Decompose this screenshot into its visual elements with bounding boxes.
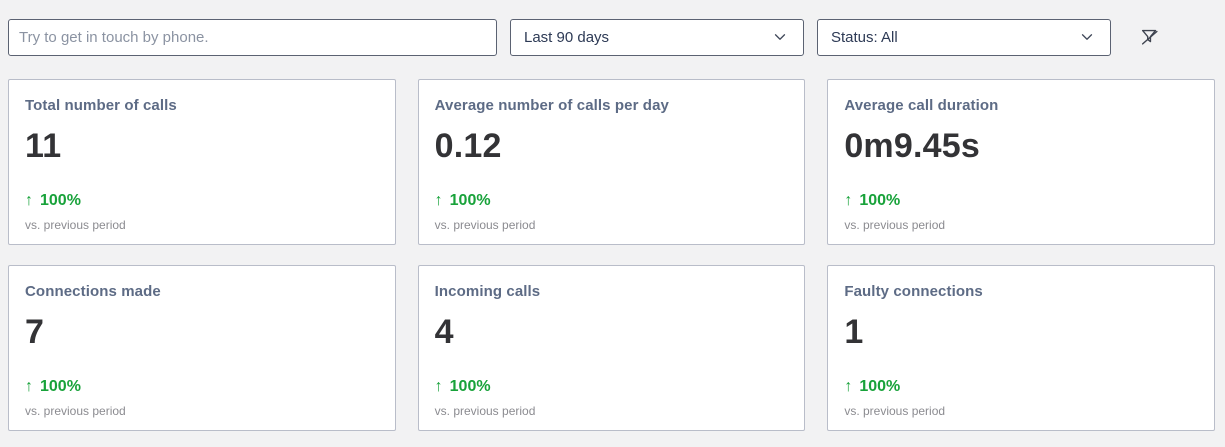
card-change: ↑ 100% <box>844 378 1198 396</box>
status-dropdown[interactable]: Status: All <box>817 18 1111 56</box>
card-comparison: vs. previous period <box>25 218 126 232</box>
card-title: Average number of calls per day <box>434 97 669 114</box>
card-title: Average call duration <box>844 97 999 114</box>
change-percent: 100% <box>449 192 491 209</box>
change-percent: 100% <box>40 378 81 395</box>
card-change: ↑ 100% <box>25 192 379 210</box>
kpi-card-connections-made: Connections made 7 ↑ 100% vs. previous p… <box>8 265 396 431</box>
card-title: Incoming calls <box>434 283 541 300</box>
card-title: Total number of calls <box>25 97 177 114</box>
card-title: Connections made <box>25 283 161 300</box>
change-percent: 100% <box>859 378 901 395</box>
card-comparison: vs. previous period <box>434 404 536 418</box>
kpi-card-avg-call-duration: Average call duration 0m9.45s ↑ 100% vs.… <box>827 79 1215 245</box>
up-arrow-icon: ↑ <box>434 192 443 209</box>
chevron-down-icon <box>771 28 789 46</box>
card-value: 4 <box>434 313 454 351</box>
card-comparison: vs. previous period <box>844 218 946 232</box>
status-value: Status: All <box>831 28 898 46</box>
card-change: ↑ 100% <box>435 192 789 210</box>
kpi-cards-grid: Total number of calls 11 ↑ 100% vs. prev… <box>8 79 1215 431</box>
search-input[interactable] <box>8 18 497 56</box>
chevron-down-icon <box>1078 28 1096 46</box>
kpi-card-faulty-connections: Faulty connections 1 ↑ 100% vs. previous… <box>827 265 1215 431</box>
filter-off-icon <box>1139 26 1161 48</box>
date-range-value: Last 90 days <box>524 28 610 46</box>
card-comparison: vs. previous period <box>25 404 126 418</box>
clear-filters-button[interactable] <box>1131 18 1169 56</box>
card-title: Faulty connections <box>844 283 983 300</box>
kpi-card-avg-calls-per-day: Average number of calls per day 0.12 ↑ 1… <box>417 79 806 245</box>
up-arrow-icon: ↑ <box>844 378 853 395</box>
card-value: 0.12 <box>434 127 502 165</box>
up-arrow-icon: ↑ <box>434 378 443 395</box>
filter-bar: Last 90 days Status: All <box>8 18 1217 56</box>
change-percent: 100% <box>859 192 901 209</box>
card-comparison: vs. previous period <box>844 404 946 418</box>
up-arrow-icon: ↑ <box>25 378 33 395</box>
kpi-card-total-calls: Total number of calls 11 ↑ 100% vs. prev… <box>8 79 396 245</box>
change-percent: 100% <box>40 192 81 209</box>
kpi-card-incoming-calls: Incoming calls 4 ↑ 100% vs. previous per… <box>417 265 806 431</box>
date-range-dropdown[interactable]: Last 90 days <box>510 18 804 56</box>
card-value: 11 <box>25 127 62 165</box>
card-comparison: vs. previous period <box>434 218 536 232</box>
card-value: 1 <box>844 313 864 351</box>
card-change: ↑ 100% <box>435 378 789 396</box>
change-percent: 100% <box>449 378 491 395</box>
card-change: ↑ 100% <box>25 378 379 396</box>
up-arrow-icon: ↑ <box>25 192 33 209</box>
card-value: 7 <box>25 313 45 351</box>
up-arrow-icon: ↑ <box>844 192 853 209</box>
card-value: 0m9.45s <box>844 127 980 165</box>
card-change: ↑ 100% <box>844 192 1198 210</box>
